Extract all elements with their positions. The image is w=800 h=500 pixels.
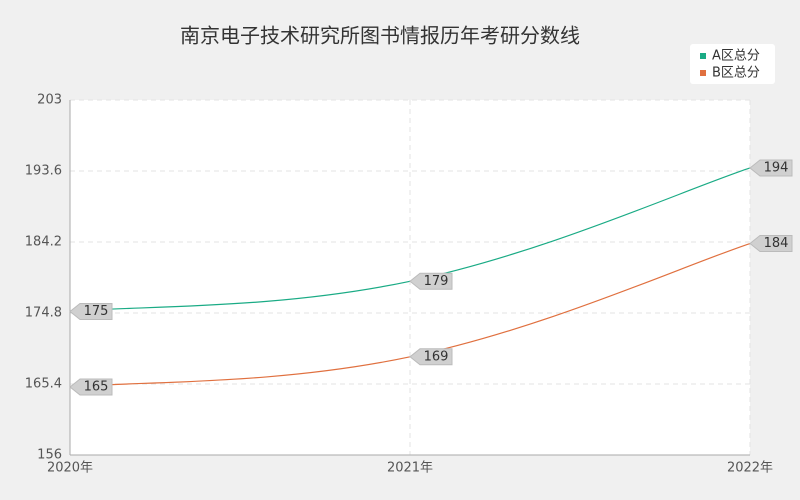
data-label-box [409,348,453,366]
legend-label: A区总分 [712,49,760,64]
data-label-box [69,302,113,320]
data-label: 165 [84,380,109,395]
legend-swatch [700,53,706,59]
x-tick-label: 2020年 [47,461,93,476]
data-label-box [69,378,113,396]
y-tick-label: 174.8 [25,306,62,321]
y-tick-label: 203 [37,93,62,108]
data-label-box [749,235,793,253]
legend-label: B区总分 [712,66,760,81]
x-tick-label: 2022年 [727,461,773,476]
legend [690,44,775,84]
plot-area [70,100,750,455]
data-label-box [749,159,793,177]
y-tick-label: 165.4 [25,377,62,392]
legend-swatch [700,70,706,76]
data-label: 179 [424,274,449,289]
data-label: 184 [764,236,789,251]
y-tick-label: 156 [37,448,62,463]
data-label: 169 [424,349,449,364]
data-label-box [409,272,453,290]
data-label: 175 [84,304,109,319]
y-tick-label: 184.2 [25,235,62,250]
data-label: 194 [764,160,789,175]
chart-title: 南京电子技术研究所图书情报历年考研分数线 [180,24,580,48]
x-tick-label: 2021年 [387,461,433,476]
y-tick-label: 193.6 [25,164,62,179]
